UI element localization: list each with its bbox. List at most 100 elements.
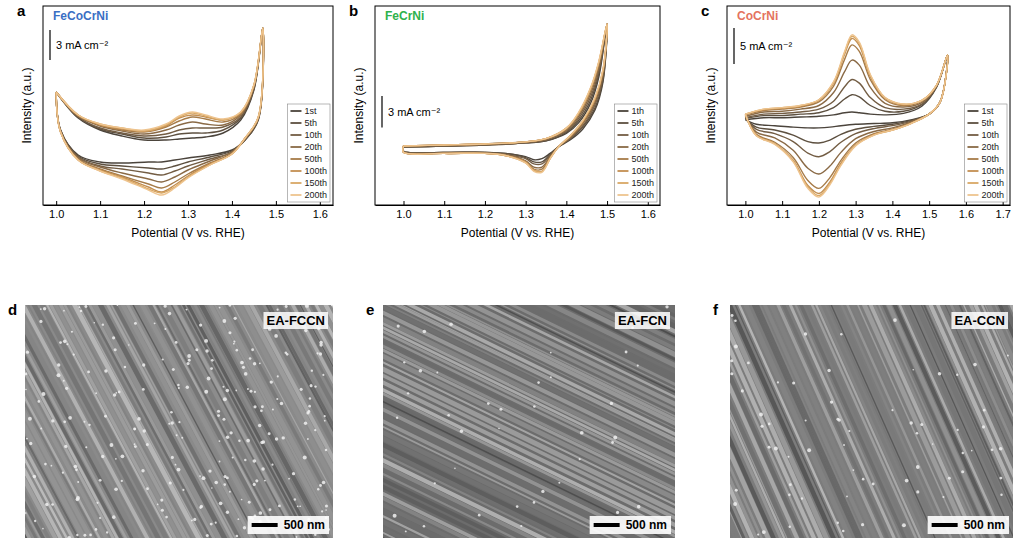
micrograph-speck bbox=[101, 455, 104, 458]
legend-swatch bbox=[617, 146, 628, 148]
micrograph-speck bbox=[774, 446, 778, 450]
micrograph-speck bbox=[788, 494, 791, 497]
panel: 1.01.11.21.31.41.51.6Potential (V vs. RH… bbox=[349, 2, 661, 240]
x-tick: 1.3 bbox=[518, 201, 533, 220]
x-tick: 1.6 bbox=[641, 201, 656, 220]
micrograph-speck bbox=[42, 392, 46, 396]
micrograph-speck bbox=[38, 400, 41, 403]
micrograph-speck bbox=[99, 479, 102, 482]
micrograph-speck bbox=[804, 332, 807, 335]
micrograph-speck bbox=[982, 425, 985, 428]
legend-swatch bbox=[290, 122, 301, 124]
micrograph-speck bbox=[533, 501, 536, 504]
micrograph-speck bbox=[51, 503, 54, 506]
micrograph-speck bbox=[322, 481, 326, 485]
micrograph-speck bbox=[792, 381, 795, 384]
micrograph-streak bbox=[25, 329, 111, 538]
micrograph-speck bbox=[314, 385, 316, 387]
cv-curve bbox=[403, 24, 607, 170]
micrograph-speck bbox=[80, 310, 82, 312]
legend-box bbox=[964, 104, 1007, 202]
y-axis-title: Intensity (a.u.) bbox=[352, 67, 366, 143]
micrograph-streak bbox=[25, 316, 135, 538]
micrograph-streak bbox=[383, 507, 622, 538]
x-tick-mark bbox=[819, 201, 820, 205]
micrograph-speck bbox=[244, 459, 246, 461]
micrograph-speck bbox=[40, 308, 42, 310]
micrograph-speck bbox=[999, 447, 1003, 451]
micrograph-speck bbox=[735, 489, 738, 492]
micrograph-speck bbox=[303, 456, 307, 460]
micrograph-speck bbox=[942, 496, 944, 498]
micrograph-speck bbox=[405, 530, 407, 532]
x-tick-label: 1.6 bbox=[641, 208, 656, 220]
micrograph-speck bbox=[478, 514, 481, 517]
micrograph-speck bbox=[121, 480, 123, 482]
micrograph-streak bbox=[730, 318, 786, 538]
x-tick-mark bbox=[892, 201, 893, 205]
legend-swatch bbox=[967, 110, 978, 112]
micrograph-speck bbox=[932, 443, 934, 445]
micrograph-scale-patch bbox=[248, 516, 329, 534]
micrograph-speck bbox=[202, 476, 206, 480]
legend: 1st5th10th20th50th100th150th200th bbox=[964, 104, 1007, 202]
micrograph-speck bbox=[226, 511, 229, 514]
micrograph-speck bbox=[134, 445, 137, 448]
legend-label: 20th bbox=[981, 142, 999, 152]
micrograph-speck bbox=[275, 437, 278, 440]
legend-item: 200th bbox=[967, 190, 1004, 200]
micrograph-speck bbox=[191, 520, 193, 522]
micrograph-speck bbox=[733, 502, 737, 506]
micrograph-speck bbox=[248, 501, 251, 504]
panel: 1.01.11.21.31.41.51.6Potential (V vs. RH… bbox=[17, 2, 334, 240]
x-tick-label: 1.5 bbox=[269, 208, 284, 220]
micrograph-speck bbox=[852, 469, 854, 471]
micrograph-speck bbox=[637, 505, 641, 509]
micrograph-speck bbox=[204, 390, 208, 394]
micrograph-speck bbox=[168, 423, 170, 425]
micrograph-speck bbox=[65, 387, 68, 390]
micrograph-speck bbox=[520, 525, 522, 527]
legend-label: 100th bbox=[304, 166, 327, 176]
micrograph-speck bbox=[916, 432, 919, 435]
micrograph-speck bbox=[304, 422, 307, 425]
x-tick: 1.3 bbox=[181, 201, 196, 220]
micrograph-speck bbox=[95, 528, 98, 531]
micrograph-speck bbox=[499, 408, 502, 411]
micrograph-speck bbox=[206, 534, 209, 537]
legend-swatch bbox=[290, 146, 301, 148]
x-tick: 1.2 bbox=[137, 201, 152, 220]
x-tick-mark bbox=[276, 201, 277, 205]
micrograph-speck bbox=[85, 446, 87, 448]
micrograph-speck bbox=[938, 372, 942, 376]
micrograph-speck bbox=[550, 352, 552, 354]
micrograph-speck bbox=[324, 420, 326, 422]
micrograph-streaks bbox=[383, 305, 675, 538]
micrograph-speck bbox=[219, 440, 221, 442]
micrograph-speck bbox=[846, 496, 848, 498]
micrograph-streaks bbox=[25, 305, 333, 538]
micrograph-speck bbox=[95, 392, 97, 394]
micrograph-speck bbox=[115, 392, 117, 394]
legend-item: 100th bbox=[967, 166, 1004, 176]
micrograph-speck bbox=[948, 477, 951, 480]
x-axis-title: Potential (V vs. RHE) bbox=[131, 226, 244, 240]
legend-swatch bbox=[617, 182, 628, 184]
micrograph-speck bbox=[77, 481, 79, 483]
micrograph-speck bbox=[317, 488, 319, 490]
micrograph-speck bbox=[219, 461, 221, 463]
micrograph-speck bbox=[280, 402, 283, 405]
micrograph-speck bbox=[106, 531, 108, 533]
micrograph-speck bbox=[171, 456, 174, 459]
micrograph-speck bbox=[78, 306, 80, 308]
micrograph-speck bbox=[44, 463, 47, 466]
legend-item: 50th bbox=[290, 154, 322, 164]
micrograph-streak bbox=[25, 332, 106, 538]
legend-swatch bbox=[290, 194, 301, 196]
curves bbox=[745, 35, 947, 197]
micrograph-speck bbox=[113, 393, 116, 396]
micrograph-speck bbox=[805, 420, 807, 422]
micrograph-scale-patch bbox=[928, 516, 1009, 534]
cv-curve bbox=[403, 24, 607, 168]
x-tick-mark bbox=[607, 201, 608, 205]
